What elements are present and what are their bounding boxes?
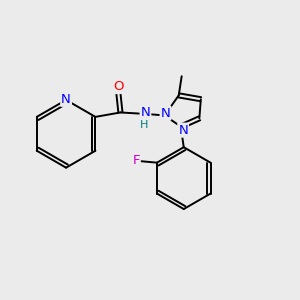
Text: F: F — [132, 154, 140, 167]
Text: N: N — [160, 106, 170, 119]
Text: N: N — [141, 106, 150, 119]
Text: H: H — [140, 120, 148, 130]
Text: N: N — [61, 93, 71, 106]
Text: O: O — [113, 80, 123, 93]
Text: N: N — [178, 124, 188, 136]
